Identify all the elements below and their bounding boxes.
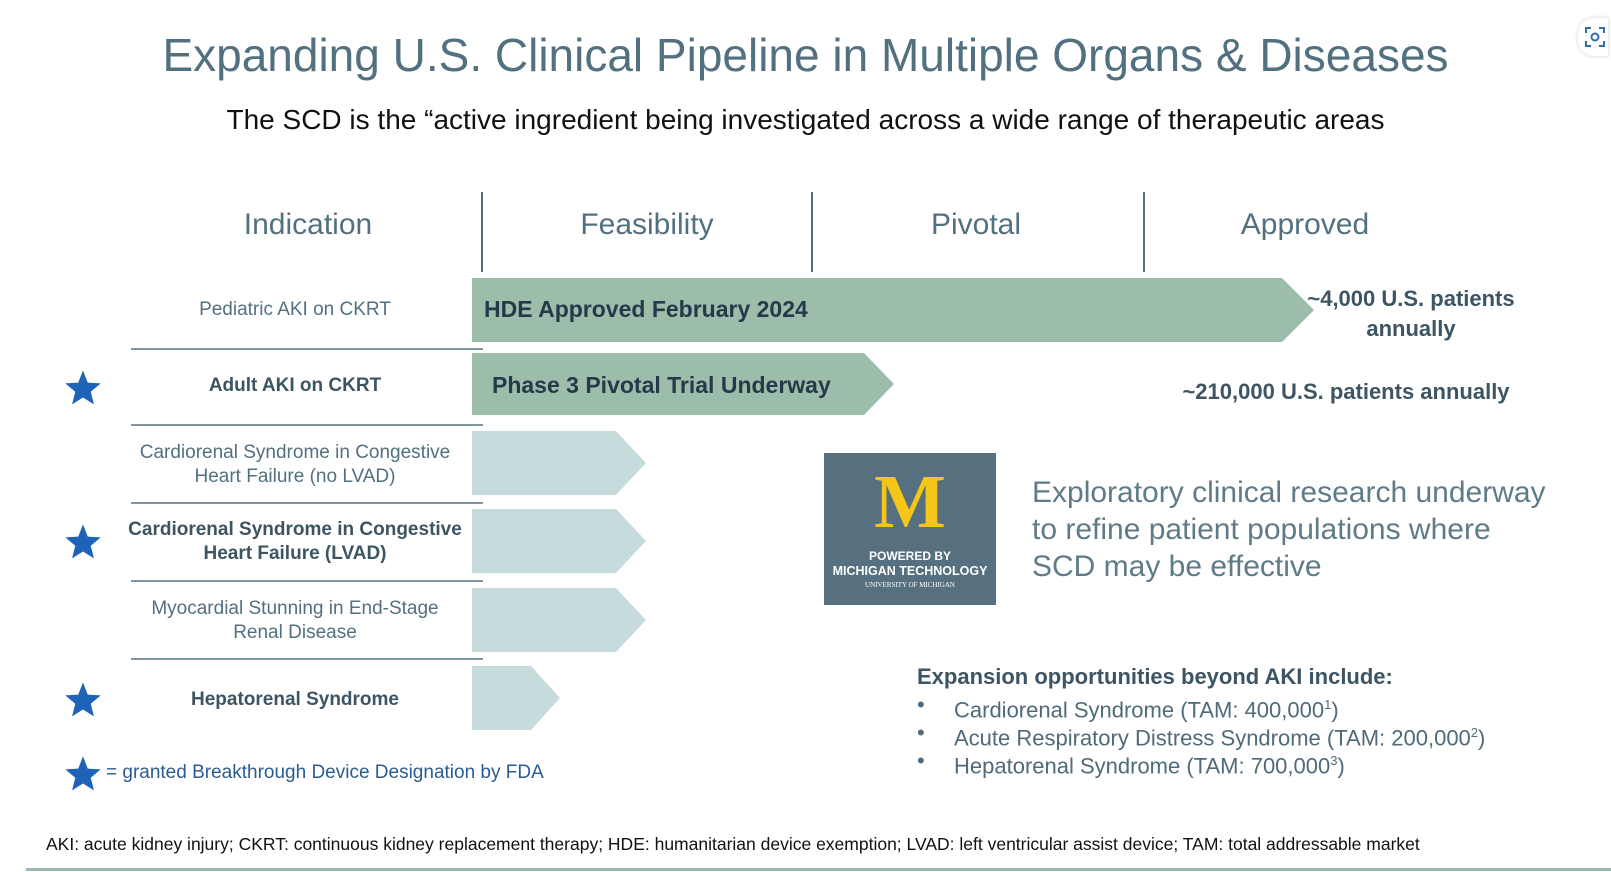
- university-logo: M POWERED BY MICHIGAN TECHNOLOGY UNIVERS…: [824, 453, 996, 605]
- arrow-cardiorenal-no-lvad: [472, 431, 646, 495]
- row-divider: [131, 658, 483, 660]
- list-item-text: Acute Respiratory Distress Syndrome (TAM…: [954, 725, 1486, 751]
- indication-cardiorenal-lvad: Cardiorenal Syndrome in Congestive Heart…: [128, 519, 462, 564]
- star-icon: [65, 370, 101, 405]
- arrow-label-adult: Phase 3 Pivotal Trial Underway: [492, 372, 831, 398]
- arrow-cardiorenal-lvad: [472, 509, 646, 573]
- bottom-rule: [26, 868, 1611, 871]
- column-pivotal: Pivotal: [930, 208, 1022, 241]
- stat-adult: ~210,000 U.S. patients annually: [1182, 379, 1510, 404]
- block-m-logo: M: [874, 460, 946, 544]
- column-divider: [1143, 192, 1145, 272]
- column-divider: [481, 192, 483, 272]
- arrow-adult-aki: [472, 353, 894, 415]
- expansion-list: • Cardiorenal Syndrome (TAM: 400,0001) •…: [917, 691, 1486, 779]
- logo-line-1: POWERED BY: [868, 549, 951, 563]
- bullet: •: [917, 692, 925, 717]
- row-divider: [131, 580, 483, 582]
- logo-line-2: MICHIGAN TECHNOLOGY: [832, 564, 988, 578]
- column-indication: Indication: [243, 208, 373, 241]
- indication-myocardial-stunning: Myocardial Stunning in End-Stage Renal D…: [151, 598, 439, 643]
- column-divider: [811, 192, 813, 272]
- column-approved: Approved: [1240, 208, 1370, 241]
- star-icon: [65, 756, 101, 791]
- logo-line-3: UNIVERSITY OF MICHIGAN: [865, 581, 955, 589]
- arrow-hepatorenal: [472, 666, 560, 730]
- arrow-pediatric-aki: [472, 278, 1314, 342]
- row-divider: [131, 424, 483, 426]
- list-item: • Acute Respiratory Distress Syndrome (T…: [917, 719, 1486, 751]
- stat-pediatric: ~4,000 U.S. patients annually: [1307, 286, 1515, 341]
- screen-capture-icon: [1585, 27, 1605, 47]
- arrow-label-pediatric: HDE Approved February 2024: [484, 296, 808, 322]
- slide-title: Expanding U.S. Clinical Pipeline in Mult…: [162, 29, 1449, 81]
- indication-cardiorenal-no-lvad: Cardiorenal Syndrome in Congestive Heart…: [139, 442, 451, 487]
- star-icon: [65, 524, 101, 559]
- column-feasibility: Feasibility: [580, 208, 714, 241]
- footnote: AKI: acute kidney injury; CKRT: continuo…: [46, 834, 1420, 854]
- row-divider: [131, 502, 483, 504]
- exploratory-text: Exploratory clinical research underway t…: [1032, 476, 1546, 583]
- screen-capture-button[interactable]: [1578, 18, 1608, 56]
- list-item-text: Cardiorenal Syndrome (TAM: 400,0001): [954, 697, 1339, 723]
- list-item: • Cardiorenal Syndrome (TAM: 400,0001): [917, 691, 1485, 723]
- slide-subtitle: The SCD is the “active ingredient being …: [226, 104, 1385, 135]
- indication-adult-aki: Adult AKI on CKRT: [208, 375, 382, 396]
- star-icon: [65, 682, 101, 717]
- expansion-heading: Expansion opportunities beyond AKI inclu…: [917, 664, 1393, 689]
- row-divider: [131, 348, 483, 350]
- indication-hepatorenal: Hepatorenal Syndrome: [191, 689, 399, 710]
- arrow-myocardial-stunning: [472, 588, 646, 652]
- bullet: •: [917, 720, 925, 745]
- bullet: •: [917, 748, 925, 773]
- indication-pediatric-aki: Pediatric AKI on CKRT: [199, 299, 391, 320]
- list-item: • Hepatorenal Syndrome (TAM: 700,0003): [917, 747, 1485, 779]
- legend-text: = granted Breakthrough Device Designatio…: [106, 762, 544, 783]
- list-item-text: Hepatorenal Syndrome (TAM: 700,0003): [954, 753, 1345, 779]
